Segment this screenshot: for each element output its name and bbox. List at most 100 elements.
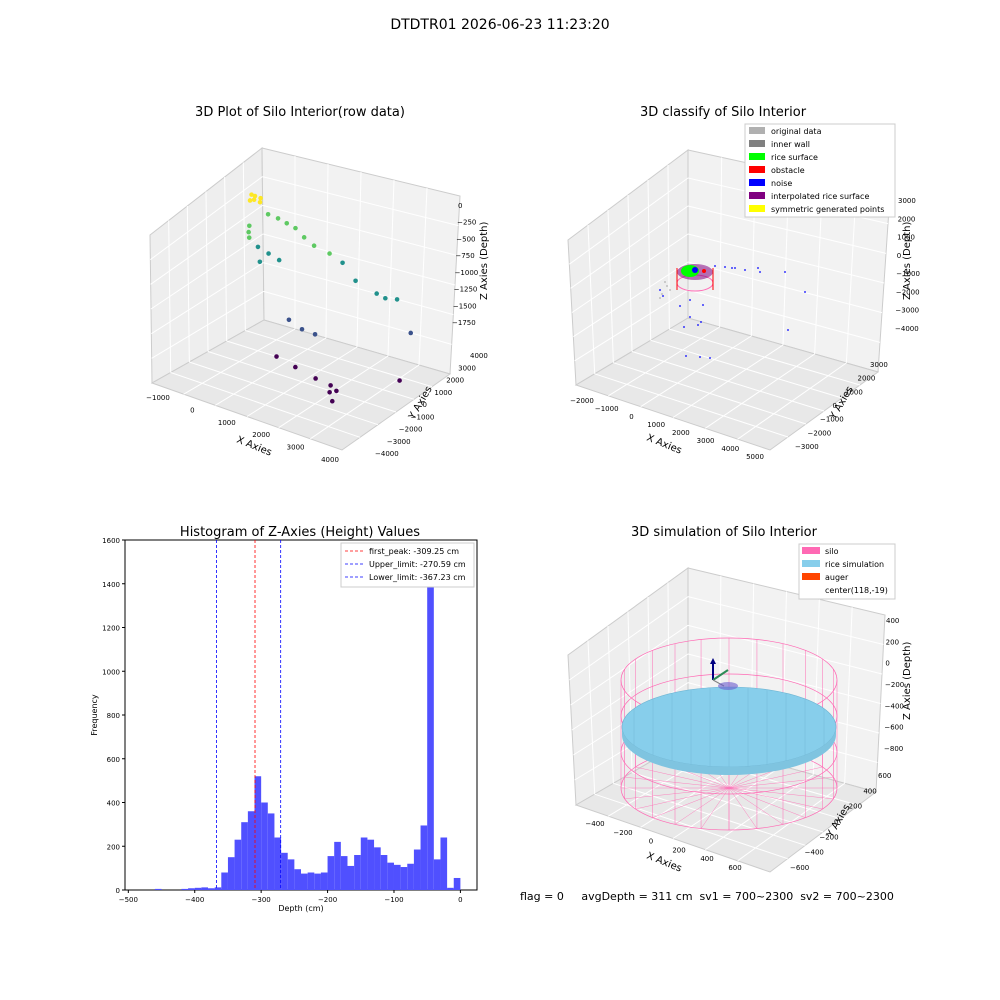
x-tick-label: −500 bbox=[119, 896, 138, 904]
histogram-bar bbox=[208, 888, 215, 890]
noise-point bbox=[685, 355, 687, 357]
classify-y-tick: −3000 bbox=[795, 443, 819, 451]
simulation-z-tick: 400 bbox=[886, 617, 899, 625]
histogram-bar bbox=[340, 856, 348, 890]
legend-label: original data bbox=[771, 127, 822, 136]
histogram-bar bbox=[360, 837, 368, 890]
y-tick-label: 0 bbox=[116, 887, 120, 895]
legend-label: interpolated rice surface bbox=[771, 192, 869, 201]
raw-3d-x-ticks: −1000 0 1000 2000 3000 4000 bbox=[146, 394, 339, 464]
gridline bbox=[263, 290, 452, 345]
simulation-x-tick: −200 bbox=[613, 829, 632, 837]
simulation-y-tick: 0 bbox=[834, 818, 838, 826]
raw-data-point bbox=[251, 197, 257, 203]
simulation-z-tick: 0 bbox=[885, 660, 889, 668]
legend-swatch bbox=[802, 547, 820, 554]
legend-label: noise bbox=[771, 179, 792, 188]
x-tick-label: −100 bbox=[384, 896, 403, 904]
x-tick-label: 0 bbox=[458, 896, 462, 904]
simulation-z-tick: −600 bbox=[884, 724, 903, 732]
silo-floor-spoke bbox=[635, 787, 730, 810]
gridline bbox=[310, 364, 420, 440]
classify-y-tick: 2000 bbox=[858, 375, 876, 383]
silo-floor-spoke bbox=[700, 787, 730, 829]
simulation-3d-z-ticks: 400 200 0 −200 −400 −600 −800 bbox=[884, 617, 904, 753]
silo-floor-spoke bbox=[674, 787, 730, 825]
noise-point bbox=[697, 324, 699, 326]
noise-point bbox=[784, 271, 786, 273]
histogram-bar bbox=[247, 811, 255, 890]
raw-z-tick: −750 bbox=[455, 252, 474, 260]
legend-label: auger bbox=[825, 573, 849, 582]
histogram-y-label: Frequency bbox=[90, 694, 99, 736]
original-data-point bbox=[659, 297, 661, 299]
raw-data-point bbox=[246, 235, 252, 240]
histogram-bar bbox=[201, 887, 209, 890]
legend-label: silo bbox=[825, 547, 839, 556]
noise-point bbox=[731, 267, 733, 269]
classify-x-tick: 3000 bbox=[697, 437, 715, 445]
classify-3d-legend bbox=[744, 123, 896, 218]
noise-point bbox=[700, 321, 702, 323]
raw-y-tick: 1000 bbox=[434, 389, 452, 397]
histogram-bar bbox=[380, 855, 388, 890]
silo-floor-spoke bbox=[652, 787, 730, 818]
raw-data-point bbox=[313, 376, 318, 381]
silo-floor-spoke bbox=[728, 787, 784, 825]
histogram-bar bbox=[400, 867, 408, 890]
raw-data-point bbox=[247, 223, 252, 229]
classify-3d-markers bbox=[676, 264, 714, 292]
simulation-x-tick: 400 bbox=[700, 855, 713, 863]
raw-3d-title: 3D Plot of Silo Interior(row data) bbox=[195, 105, 405, 120]
noise-point bbox=[679, 305, 681, 307]
noise-point bbox=[757, 267, 759, 269]
histogram-bar bbox=[447, 887, 454, 890]
noise-point bbox=[759, 271, 761, 273]
legend-label: Lower_limit: -367.23 cm bbox=[369, 573, 466, 582]
noise-point bbox=[702, 304, 704, 306]
histogram-bar bbox=[214, 887, 222, 890]
silo-floor-spoke bbox=[728, 787, 823, 810]
simulation-z-tick: 200 bbox=[886, 638, 899, 646]
raw-data-point bbox=[293, 225, 298, 231]
noise-point bbox=[734, 267, 736, 269]
raw-x-tick: 0 bbox=[190, 406, 194, 414]
raw-data-point bbox=[247, 198, 253, 203]
legend-swatch bbox=[802, 573, 820, 580]
raw-data-point bbox=[312, 332, 318, 337]
classify-z-tick: −4000 bbox=[895, 325, 919, 333]
raw-y-tick: 3000 bbox=[458, 364, 476, 372]
raw-y-tick: −1000 bbox=[411, 413, 435, 421]
raw-z-tick: −1750 bbox=[452, 319, 476, 327]
y-tick-label: 1400 bbox=[102, 581, 120, 589]
histogram-bar bbox=[327, 856, 335, 890]
silo-floor-spoke bbox=[728, 787, 834, 800]
raw-y-tick: 4000 bbox=[470, 352, 488, 360]
gridline bbox=[737, 362, 847, 440]
raw-data-point bbox=[266, 251, 271, 256]
simulation-y-tick: −600 bbox=[790, 864, 809, 872]
classify-y-tick: 3000 bbox=[870, 361, 888, 369]
simulation-y-tick: 400 bbox=[863, 787, 876, 795]
classify-3d-y-ticks: −3000 −2000 −1000 0 1000 2000 3000 bbox=[795, 361, 888, 451]
legend-label: Upper_limit: -270.59 cm bbox=[369, 560, 466, 569]
raw-data-point bbox=[252, 193, 258, 199]
classify-3d-noise-points bbox=[659, 265, 806, 359]
gridline bbox=[574, 289, 689, 362]
status-footer: flag = 0 avgDepth = 311 cm sv1 = 700~230… bbox=[520, 890, 894, 903]
noise-point bbox=[699, 356, 701, 358]
histogram-legend-entries: first_peak: -309.25 cm Upper_limit: -270.… bbox=[345, 547, 466, 582]
raw-data-point bbox=[284, 220, 290, 226]
histogram-y-ticks: 0 200 400 600 800 1000 1200 1400 1600 bbox=[102, 537, 125, 895]
raw-3d-gridlines bbox=[150, 156, 459, 440]
classify-x-tick: −2000 bbox=[570, 397, 594, 405]
y-tick-label: 800 bbox=[107, 712, 120, 720]
raw-data-point bbox=[265, 211, 271, 217]
figure-title: DTDTR01 2026-06-23 11:23:20 bbox=[390, 17, 610, 33]
classify-x-tick: 1000 bbox=[647, 421, 665, 429]
raw-z-tick: −250 bbox=[457, 219, 476, 227]
simulation-x-tick: 0 bbox=[649, 838, 653, 846]
panel-histogram: Histogram of Z-Axies (Height) Values −50… bbox=[90, 525, 478, 913]
